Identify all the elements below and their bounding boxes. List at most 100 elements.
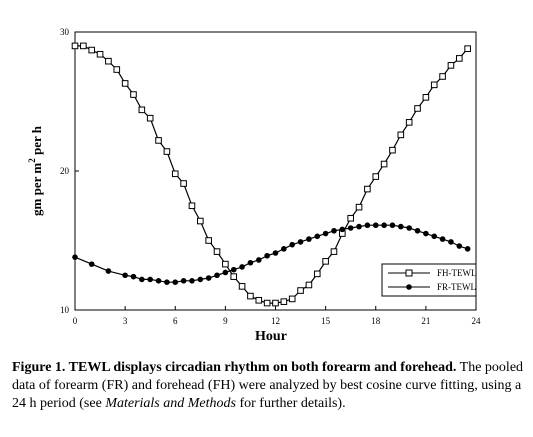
data-point-fr-tewl: [364, 222, 371, 229]
data-point-fr-tewl: [331, 227, 337, 234]
data-point-fh-tewl: [71, 42, 79, 50]
y-axis-ticks: 10 20 30: [60, 27, 79, 315]
x-tick-label: 24: [472, 316, 482, 326]
y-tick-label: 10: [60, 305, 70, 315]
legend-label-fh: FH-TEWL: [437, 268, 477, 278]
data-point-fr-tewl: [297, 239, 304, 245]
data-point-fr-tewl: [155, 278, 162, 284]
data-point-fr-tewl: [456, 243, 463, 249]
caption-italic: Materials and Methods: [105, 396, 236, 411]
data-point-fh-tewl: [447, 62, 455, 69]
data-point-fh-tewl: [213, 248, 221, 255]
data-point-fh-tewl: [347, 214, 354, 222]
data-point-fh-tewl: [80, 42, 87, 50]
data-point-fh-tewl: [464, 45, 471, 52]
data-point-fh-tewl: [422, 94, 430, 101]
data-point-fh-tewl: [397, 131, 405, 139]
legend-marker-fr: [406, 284, 412, 290]
data-point-fr-tewl: [322, 230, 329, 237]
data-point-fh-tewl: [180, 180, 187, 187]
figure-caption: Figure 1. TEWL displays circadian rhythm…: [12, 359, 524, 413]
data-point-fr-tewl: [172, 279, 179, 286]
data-point-fr-tewl: [414, 227, 421, 234]
data-point-fh-tewl: [163, 148, 171, 155]
legend-marker-fh: [405, 269, 413, 277]
data-point-fh-tewl: [280, 298, 288, 305]
data-point-fh-tewl: [230, 273, 238, 280]
data-point-fr-tewl: [281, 246, 287, 252]
data-point-fh-tewl: [188, 202, 196, 210]
data-point-fh-tewl: [197, 217, 204, 225]
data-point-fr-tewl: [464, 246, 471, 252]
y-axis-title-superscript: 2: [27, 158, 37, 163]
data-point-fh-tewl: [430, 81, 438, 89]
data-point-fh-tewl: [288, 295, 296, 303]
data-point-fh-tewl: [222, 260, 229, 268]
y-tick-label: 20: [60, 166, 70, 176]
data-point-fr-tewl: [180, 278, 187, 284]
data-point-fh-tewl: [146, 114, 154, 122]
caption-title: Figure 1. TEWL displays circadian rhythm…: [12, 360, 457, 375]
y-tick-label: 30: [60, 27, 70, 37]
data-point-fh-tewl: [96, 50, 104, 58]
data-point-fh-tewl: [247, 292, 254, 300]
data-point-fh-tewl: [272, 299, 279, 307]
data-point-fh-tewl: [405, 119, 413, 126]
data-point-fr-tewl: [139, 276, 145, 283]
data-point-fr-tewl: [356, 223, 362, 230]
data-point-fr-tewl: [214, 272, 220, 279]
data-point-fh-tewl: [322, 258, 329, 265]
data-point-fr-tewl: [347, 225, 354, 231]
data-point-fr-tewl: [205, 275, 212, 281]
data-point-fh-tewl: [130, 91, 137, 98]
series-fh-tewl: [71, 42, 471, 307]
data-point-fh-tewl: [330, 248, 338, 255]
data-point-fr-tewl: [406, 225, 412, 231]
data-point-fh-tewl: [305, 281, 313, 289]
data-point-fh-tewl: [439, 73, 446, 80]
data-point-fh-tewl: [155, 137, 162, 144]
data-point-fr-tewl: [197, 276, 204, 283]
data-point-fh-tewl: [364, 185, 371, 193]
data-point-fh-tewl: [455, 55, 463, 62]
data-point-fr-tewl: [147, 276, 153, 283]
data-point-fr-tewl: [222, 269, 229, 276]
data-point-fr-tewl: [72, 254, 78, 260]
y-axis-title: gm per m2 per h: [27, 125, 44, 216]
data-point-fr-tewl: [264, 252, 270, 259]
legend-box: [381, 263, 477, 297]
data-point-fr-tewl: [439, 236, 446, 242]
data-point-fr-tewl: [164, 279, 170, 286]
data-point-fr-tewl: [398, 223, 404, 230]
data-point-fr-tewl: [88, 261, 95, 267]
data-point-fr-tewl: [289, 241, 296, 248]
series-layer: [71, 42, 471, 307]
data-point-fr-tewl: [105, 268, 112, 274]
data-point-fh-tewl: [263, 299, 271, 307]
data-point-fh-tewl: [380, 160, 388, 168]
data-point-fr-tewl: [239, 264, 245, 270]
data-point-fr-tewl: [372, 222, 379, 229]
data-point-fr-tewl: [272, 250, 279, 256]
x-axis-title: Hour: [255, 329, 287, 344]
data-point-fr-tewl: [431, 233, 438, 240]
data-point-fr-tewl: [230, 266, 237, 273]
data-point-fr-tewl: [423, 230, 429, 237]
data-point-fr-tewl: [247, 259, 254, 266]
data-point-fr-tewl: [130, 273, 137, 280]
x-tick-label: 0: [73, 316, 78, 326]
data-point-fh-tewl: [297, 287, 304, 294]
data-point-fh-tewl: [414, 105, 421, 112]
x-tick-label: 15: [321, 316, 331, 326]
x-tick-label: 3: [123, 316, 128, 326]
data-point-fr-tewl: [389, 222, 396, 229]
y-axis-title-rest: per h: [29, 125, 44, 158]
x-axis-ticks: 0 3 6 9 12 15 18 21 24: [73, 306, 481, 326]
tewl-chart: 0 3 6 9 12 15 18 21 24 10 20 30 Hour gm per m2 per…: [27, 27, 481, 344]
data-point-fr-tewl: [448, 239, 454, 245]
data-point-fh-tewl: [88, 46, 96, 54]
data-point-fr-tewl: [314, 233, 321, 240]
data-point-fh-tewl: [105, 57, 112, 65]
x-tick-label: 6: [173, 316, 178, 326]
data-point-fh-tewl: [313, 270, 321, 278]
